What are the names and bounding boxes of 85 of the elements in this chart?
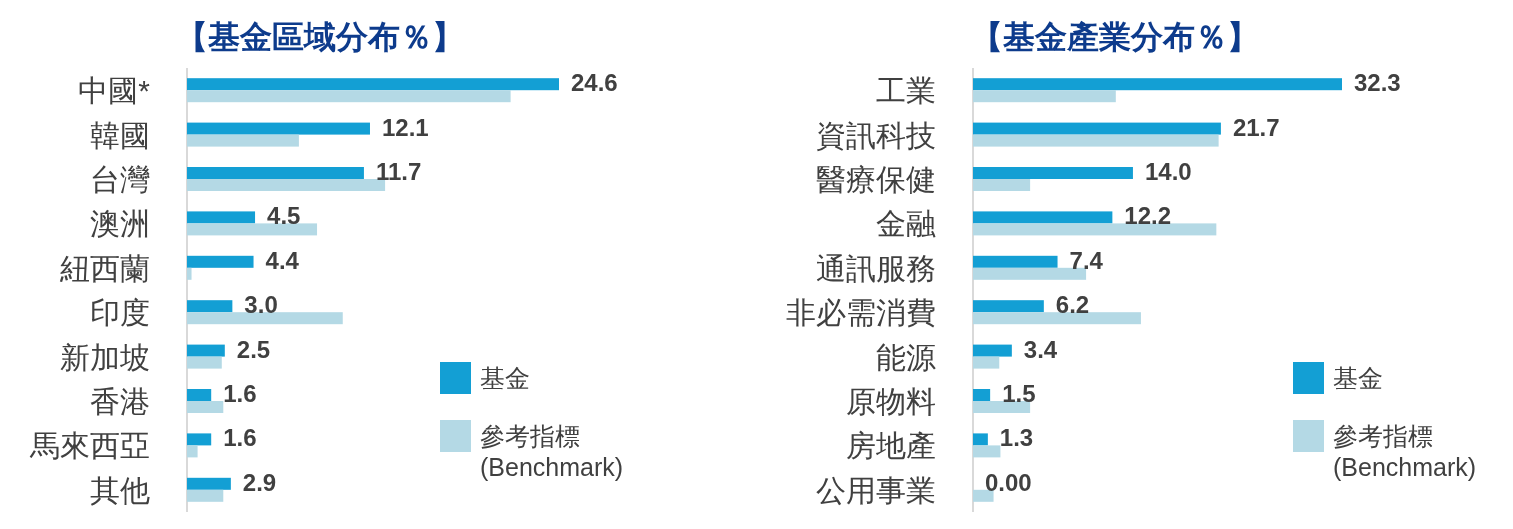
bar bbox=[973, 389, 991, 401]
y-tick-label: 其他 bbox=[90, 473, 150, 507]
y-tick-label: 通訊服務 bbox=[816, 251, 936, 285]
data-label: 12.2 bbox=[1124, 202, 1172, 230]
legend-label: 參考指標 (Benchmark) bbox=[480, 422, 624, 481]
bar bbox=[187, 179, 386, 191]
y-tick-label: 房地產 bbox=[846, 429, 936, 463]
bar bbox=[973, 356, 1000, 369]
data-label: 11.7 bbox=[375, 158, 422, 185]
bar bbox=[973, 433, 988, 446]
bar bbox=[187, 167, 364, 179]
data-label: 1.3 bbox=[999, 424, 1034, 452]
bar bbox=[973, 401, 1031, 413]
bar bbox=[973, 312, 1141, 325]
legend-label: 基金 bbox=[480, 364, 530, 392]
data-label: 1.6 bbox=[223, 380, 257, 407]
bar bbox=[973, 300, 1044, 313]
bar bbox=[973, 489, 994, 502]
bar bbox=[187, 78, 559, 91]
y-tick-label: 澳洲 bbox=[90, 207, 150, 241]
data-label: 6.2 bbox=[1055, 291, 1090, 319]
bar bbox=[973, 344, 1012, 357]
y-tick-label: 醫療保健 bbox=[816, 163, 936, 196]
bar bbox=[973, 223, 1217, 236]
y-tick-label: 公用事業 bbox=[816, 473, 936, 507]
data-label: 4.5 bbox=[267, 202, 301, 230]
bar bbox=[187, 312, 343, 325]
chart-title: 【基金產業分布％】 bbox=[971, 19, 1259, 55]
data-label: 12.1 bbox=[381, 113, 429, 141]
data-label: 24.6 bbox=[571, 69, 618, 97]
bar bbox=[187, 211, 256, 224]
chart-title: 【基金區域分布％】 bbox=[176, 19, 464, 55]
y-tick-label: 紐西蘭 bbox=[59, 251, 150, 285]
y-tick-label: 馬來西亞 bbox=[29, 429, 150, 463]
bar bbox=[187, 344, 225, 357]
bar bbox=[187, 489, 224, 502]
bar bbox=[973, 255, 1058, 268]
bar bbox=[973, 78, 1342, 91]
y-tick-label: 印度 bbox=[90, 296, 150, 330]
data-label: 1.5 bbox=[1002, 380, 1036, 407]
y-tick-label: 非必需消費 bbox=[786, 296, 936, 330]
bar bbox=[187, 356, 222, 369]
bar bbox=[973, 167, 1133, 179]
bar bbox=[973, 122, 1221, 135]
bar bbox=[187, 401, 224, 413]
data-label: 3.4 bbox=[1023, 335, 1058, 363]
y-tick-label: 能源 bbox=[876, 340, 936, 374]
data-label: 2.9 bbox=[242, 468, 277, 496]
bar bbox=[187, 255, 254, 268]
bar bbox=[187, 433, 212, 446]
bar bbox=[973, 267, 1087, 280]
bar bbox=[187, 90, 511, 103]
data-label: 32.3 bbox=[1354, 69, 1401, 97]
bar bbox=[187, 267, 192, 280]
data-label: 7.4 bbox=[1069, 246, 1104, 274]
bar bbox=[187, 445, 198, 458]
bar bbox=[187, 122, 370, 135]
data-label: 21.7 bbox=[1232, 113, 1280, 141]
bar bbox=[973, 211, 1113, 224]
y-tick-label: 韓國 bbox=[90, 118, 150, 152]
y-tick-label: 原物料 bbox=[846, 385, 936, 418]
y-tick-label: 工業 bbox=[876, 74, 936, 108]
bar bbox=[187, 477, 231, 490]
data-label: 14.0 bbox=[1144, 158, 1192, 185]
bar bbox=[973, 179, 1031, 191]
bar bbox=[187, 389, 212, 401]
y-tick-label: 金融 bbox=[876, 207, 936, 241]
y-tick-label: 台灣 bbox=[90, 163, 150, 196]
bar bbox=[973, 445, 1001, 458]
y-tick-label: 香港 bbox=[90, 385, 150, 418]
y-tick-label: 資訊科技 bbox=[816, 118, 936, 152]
data-label: 1.6 bbox=[223, 424, 257, 452]
y-tick-label: 中國* bbox=[78, 74, 151, 108]
data-label: 3.0 bbox=[244, 291, 278, 319]
data-label: 0.00 bbox=[985, 468, 1032, 496]
bar bbox=[187, 223, 318, 236]
bar bbox=[973, 90, 1116, 103]
bar bbox=[187, 134, 299, 147]
y-tick-label: 新加坡 bbox=[60, 340, 150, 374]
data-label: 2.5 bbox=[236, 335, 271, 363]
bar bbox=[973, 134, 1219, 147]
legend-label: 基金 bbox=[1333, 364, 1383, 392]
data-label: 4.4 bbox=[265, 246, 300, 274]
legend-label: 參考指標 (Benchmark) bbox=[1333, 422, 1477, 481]
bar bbox=[187, 300, 233, 313]
